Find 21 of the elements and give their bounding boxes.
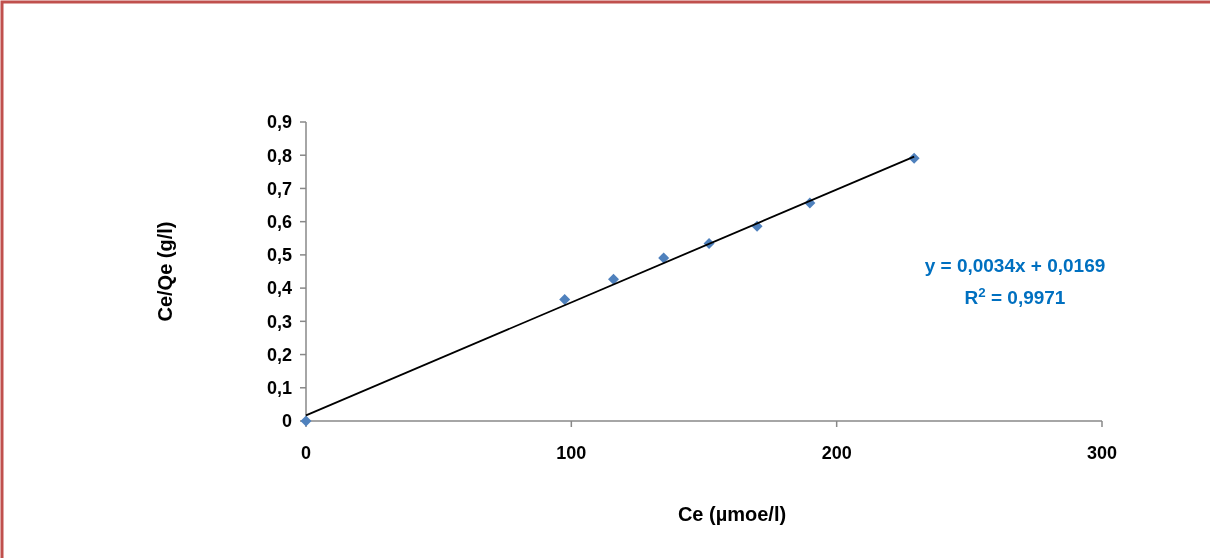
annotation: y = 0,0034x + 0,0169 (924, 255, 1106, 276)
point (559, 293, 571, 305)
y-tick-label: 0,7 (266, 178, 292, 199)
y-tick-label: 0,4 (266, 278, 292, 299)
y-axis-title: Ce/Qe (g/l) (154, 221, 176, 322)
y-tick-label: 0,6 (266, 211, 292, 232)
x-axis-title: Ce (µmoe/l) (677, 503, 787, 525)
x-tick-label: 0 (300, 443, 312, 463)
y-tick-label: 0,5 (266, 245, 292, 266)
y-tick-label: 0 (281, 411, 292, 432)
point (608, 273, 620, 285)
y-tick-label: 0,9 (266, 112, 292, 133)
x-tick-label: 200 (821, 443, 852, 463)
y-tick-label: 0,2 (266, 344, 292, 365)
y-tick-label: 0,3 (266, 311, 292, 332)
point (658, 252, 670, 264)
y-tick-label: 0,1 (266, 378, 292, 399)
y-tick-label: 0,8 (266, 145, 292, 166)
x-tick-label: 300 (1086, 443, 1118, 463)
annotation: R$^{2}$ = 0,9971 (964, 284, 1066, 308)
x-tick-label: 100 (556, 443, 587, 463)
